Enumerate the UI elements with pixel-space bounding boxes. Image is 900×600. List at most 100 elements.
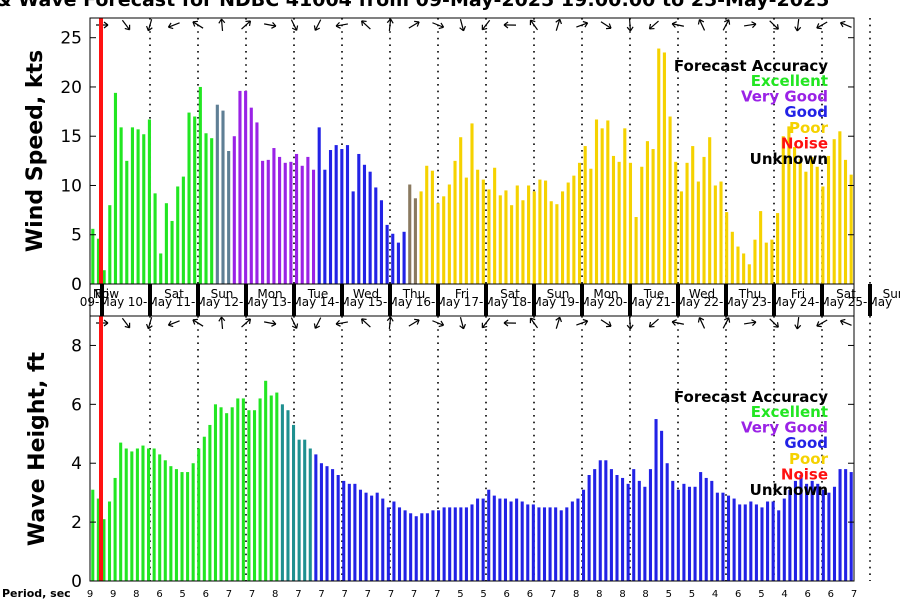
bar <box>754 504 758 581</box>
legend-item: Excellent <box>751 403 828 421</box>
bar <box>187 112 191 284</box>
day-name: Wed <box>689 287 715 301</box>
bar <box>409 513 413 581</box>
bar <box>244 90 248 285</box>
period-value: 5 <box>457 589 463 600</box>
direction-arrow-icon <box>386 18 394 32</box>
y-tick-label: 0 <box>71 572 82 592</box>
period-value: 9 <box>87 589 93 600</box>
bar <box>297 439 301 581</box>
bar <box>510 205 514 284</box>
day-name: Sun <box>547 287 570 301</box>
bar <box>113 477 117 581</box>
direction-arrow-icon <box>576 20 589 28</box>
day-separator <box>868 284 872 316</box>
day-separator <box>580 284 584 316</box>
bar <box>730 231 734 284</box>
bar <box>436 203 440 284</box>
period-value: 5 <box>179 589 185 600</box>
bar <box>713 185 717 284</box>
bar <box>665 463 669 581</box>
bar <box>604 460 608 581</box>
direction-arrow-icon <box>671 319 684 326</box>
legend-item: Noise <box>781 134 828 152</box>
bar <box>342 480 346 581</box>
bar <box>838 469 842 581</box>
direction-arrow-icon <box>408 20 420 29</box>
bar <box>289 161 293 284</box>
bar <box>403 510 407 581</box>
direction-arrow-icon <box>146 19 153 32</box>
wave-direction-arrows <box>96 316 852 330</box>
bar <box>559 510 563 581</box>
bar <box>96 498 100 581</box>
bar <box>283 162 287 284</box>
bar <box>715 492 719 581</box>
period-value: 6 <box>504 589 510 600</box>
bar <box>453 507 457 581</box>
day-separator <box>100 284 104 316</box>
wave-y-ticks: 0 2 4 6 8 <box>71 336 854 592</box>
bar <box>362 164 367 284</box>
period-value: 7 <box>342 589 348 600</box>
bar <box>609 469 613 581</box>
day-separator <box>532 284 536 316</box>
bar <box>142 134 146 284</box>
direction-arrow-icon <box>361 20 371 30</box>
bar <box>292 424 296 581</box>
legend-item: Excellent <box>751 72 828 90</box>
day-date: 15-May <box>368 295 412 309</box>
bar <box>325 466 329 581</box>
day-date: 11-May <box>176 295 220 309</box>
bar <box>125 160 129 284</box>
bar <box>91 228 95 284</box>
period-value: 6 <box>735 589 741 600</box>
bar <box>492 495 496 581</box>
direction-arrow-icon <box>839 20 852 28</box>
bar <box>130 127 134 284</box>
bar <box>544 180 548 284</box>
bar <box>419 191 423 284</box>
bar <box>679 191 683 284</box>
direction-arrow-icon <box>816 319 828 328</box>
legend-title: Forecast Accuracy <box>674 57 828 75</box>
bar <box>204 133 208 284</box>
bar <box>787 126 791 285</box>
bar <box>589 168 593 284</box>
bar <box>119 442 123 581</box>
bar <box>657 48 661 284</box>
bar <box>221 110 225 284</box>
bar <box>710 480 714 581</box>
day-separator <box>772 284 776 316</box>
bar <box>600 128 604 284</box>
day-separator <box>724 284 728 316</box>
period-value: 5 <box>758 589 764 600</box>
bar <box>275 392 279 581</box>
direction-arrow-icon <box>241 20 252 30</box>
bar <box>798 158 802 284</box>
period-value: 7 <box>295 589 301 600</box>
direction-arrow-icon <box>576 318 589 326</box>
bar <box>364 492 368 581</box>
wave-bars <box>91 380 853 581</box>
bar <box>323 169 327 284</box>
bar <box>766 501 770 581</box>
bar <box>347 483 351 581</box>
direction-arrow-icon <box>167 22 180 30</box>
direction-arrow-icon <box>432 320 445 328</box>
direction-arrow-icon <box>218 316 226 330</box>
bar <box>487 189 491 284</box>
period-value: 7 <box>365 589 371 600</box>
bar <box>197 448 201 581</box>
bar <box>136 129 140 284</box>
bar <box>725 212 729 284</box>
bar <box>370 495 374 581</box>
bar <box>481 498 485 581</box>
bar <box>628 162 633 284</box>
bar <box>704 477 708 581</box>
bar <box>232 136 236 284</box>
bar <box>464 177 468 284</box>
bar <box>261 160 265 284</box>
bar <box>476 498 480 581</box>
